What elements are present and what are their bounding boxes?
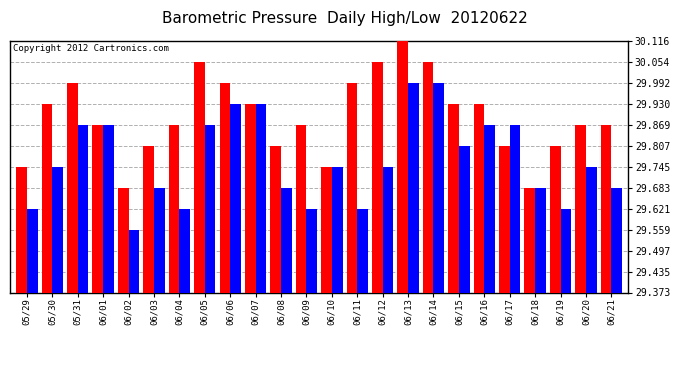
Bar [103,125,114,292]
Bar [270,146,281,292]
Bar [255,104,266,292]
Bar [383,167,393,292]
Bar [448,104,459,292]
Bar [332,167,342,292]
Bar [372,62,383,292]
Bar [67,83,78,292]
Text: Barometric Pressure  Daily High/Low  20120622: Barometric Pressure Daily High/Low 20120… [162,11,528,26]
Bar [144,146,154,292]
Bar [92,125,103,292]
Bar [281,188,292,292]
Bar [524,188,535,292]
Bar [245,104,255,292]
Bar [611,188,622,292]
Bar [357,209,368,292]
Bar [586,167,597,292]
Bar [27,209,37,292]
Bar [560,209,571,292]
Bar [346,83,357,292]
Bar [194,62,205,292]
Bar [168,125,179,292]
Bar [154,188,165,292]
Bar [16,167,27,292]
Bar [179,209,190,292]
Bar [575,125,586,292]
Bar [52,167,63,292]
Bar [118,188,128,292]
Bar [230,104,241,292]
Bar [205,125,215,292]
Bar [423,62,433,292]
Bar [78,125,88,292]
Bar [601,125,611,292]
Bar [535,188,546,292]
Bar [128,230,139,292]
Bar [296,125,306,292]
Bar [510,125,520,292]
Bar [397,41,408,292]
Bar [459,146,470,292]
Text: Copyright 2012 Cartronics.com: Copyright 2012 Cartronics.com [13,44,169,53]
Bar [484,125,495,292]
Bar [41,104,52,292]
Bar [473,104,484,292]
Bar [433,83,444,292]
Bar [219,83,230,292]
Bar [550,146,560,292]
Bar [321,167,332,292]
Bar [408,83,419,292]
Bar [499,146,510,292]
Bar [306,209,317,292]
